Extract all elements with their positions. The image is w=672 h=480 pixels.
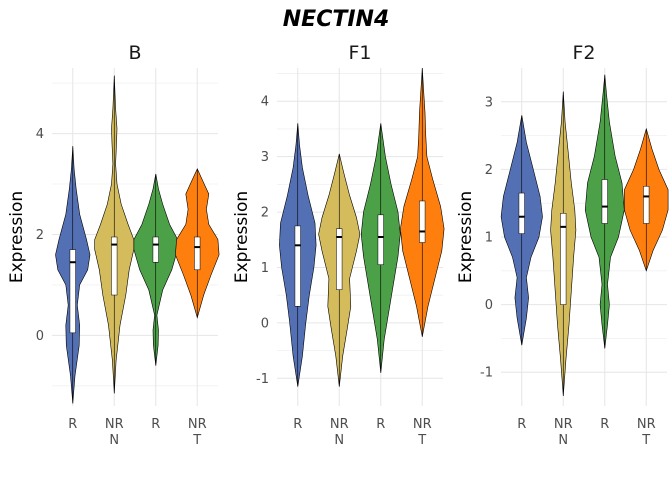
- x-tick-label: R: [376, 417, 385, 432]
- iqr-box-2: [336, 228, 343, 290]
- panel-title: F2: [572, 42, 595, 64]
- y-tick-label: 3: [485, 95, 493, 110]
- iqr-box-4: [419, 200, 426, 243]
- x-tick-label-second-line: T: [641, 433, 650, 448]
- y-tick-label: 0: [485, 298, 493, 313]
- x-tick-label: R: [68, 417, 77, 432]
- x-tick-label: R: [151, 417, 160, 432]
- x-tick-label: NR: [637, 417, 656, 432]
- y-axis-label: Expression: [7, 191, 27, 283]
- y-axis-label: Expression: [232, 191, 252, 283]
- y-tick-label: 1: [485, 231, 493, 246]
- iqr-box-2: [560, 213, 567, 305]
- y-tick-label: 4: [36, 127, 44, 142]
- x-tick-label: NR: [188, 417, 207, 432]
- y-tick-label: 2: [261, 206, 269, 221]
- iqr-box-1: [69, 249, 76, 334]
- x-tick-label: NR: [554, 417, 573, 432]
- iqr-box-1: [518, 192, 525, 234]
- y-tick-label: 0: [261, 316, 269, 331]
- x-tick-label-second-line: N: [334, 433, 344, 448]
- x-tick-label: R: [293, 417, 302, 432]
- iqr-box-3: [377, 214, 384, 265]
- iqr-box-4: [643, 186, 650, 224]
- iqr-box-4: [194, 236, 201, 271]
- y-tick-label: 2: [485, 163, 493, 178]
- iqr-box-3: [601, 179, 608, 224]
- iqr-box-3: [152, 236, 159, 263]
- iqr-box-1: [294, 225, 301, 307]
- y-tick-label: -1: [480, 366, 493, 381]
- y-tick-label: 4: [261, 95, 269, 110]
- x-tick-label: NR: [330, 417, 349, 432]
- x-tick-label-second-line: N: [109, 433, 119, 448]
- y-axis-label: Expression: [456, 191, 476, 283]
- x-tick-label-second-line: T: [192, 433, 201, 448]
- figure-title: NECTIN4: [283, 7, 390, 32]
- x-tick-label: R: [517, 417, 526, 432]
- x-tick-label-second-line: N: [558, 433, 568, 448]
- x-tick-label: NR: [105, 417, 124, 432]
- y-tick-label: 0: [36, 329, 44, 344]
- x-tick-label-second-line: T: [417, 433, 426, 448]
- x-tick-label: R: [600, 417, 609, 432]
- x-tick-label: NR: [413, 417, 432, 432]
- y-tick-label: 1: [261, 261, 269, 276]
- panel-title: B: [128, 42, 141, 64]
- y-tick-label: 2: [36, 228, 44, 243]
- iqr-box-2: [111, 236, 118, 296]
- y-tick-label: -1: [256, 372, 269, 387]
- y-tick-label: 3: [261, 150, 269, 165]
- panel-title: F1: [348, 42, 371, 64]
